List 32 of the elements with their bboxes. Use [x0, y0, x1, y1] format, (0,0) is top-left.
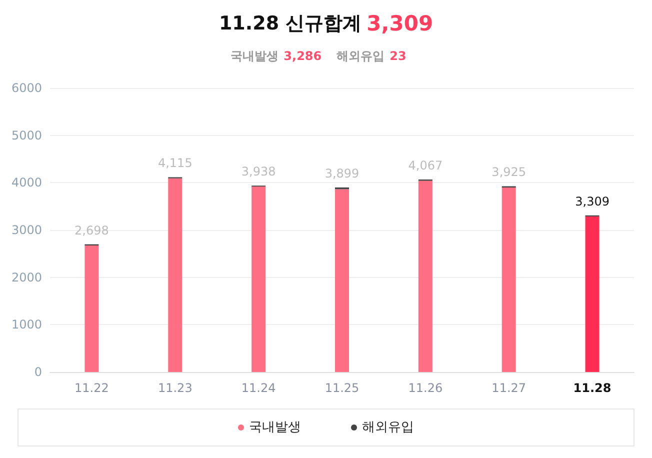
total-label: 3,925: [492, 165, 526, 180]
bar: [418, 180, 432, 372]
total-label: 4,115: [158, 156, 192, 170]
y-tick-label: 3000: [11, 223, 42, 237]
total-label: 2,698: [74, 223, 109, 238]
chart-title: 11.28 신규합계 3,309: [218, 12, 434, 36]
x-tick-label: 11.28: [573, 381, 612, 395]
y-tick-label: 0: [34, 365, 42, 379]
y-tick-label: 2000: [11, 270, 42, 284]
y-tick-label: 4000: [11, 176, 42, 190]
text: 국내발생 3,286 해외유입 23: [230, 49, 406, 63]
x-tick-label: 11.23: [158, 381, 192, 395]
x-tick-label: 11.22: [74, 381, 109, 395]
y-tick-label: 6000: [11, 81, 42, 95]
total-label: 3,899: [324, 166, 360, 180]
y-tick-label: 1000: [11, 318, 42, 332]
legend-label: 해외유입: [362, 420, 414, 435]
x-tick-label: 11.27: [492, 381, 526, 395]
bar: [84, 245, 99, 372]
bar: [335, 189, 349, 372]
x-tick-label: 11.26: [408, 381, 443, 395]
y-tick-label: 5000: [11, 128, 42, 142]
bar: [502, 187, 516, 372]
bar: [168, 178, 182, 372]
bar: [252, 186, 266, 372]
total-label: 4,067: [408, 158, 443, 172]
x-tick-label: 11.25: [324, 381, 360, 395]
bar: [585, 216, 600, 372]
x-tick-label: 11.24: [241, 381, 276, 395]
legend-label: 국내발생: [249, 420, 301, 435]
total-label: 3,938: [241, 164, 276, 179]
total-label: 3,309: [575, 194, 610, 208]
